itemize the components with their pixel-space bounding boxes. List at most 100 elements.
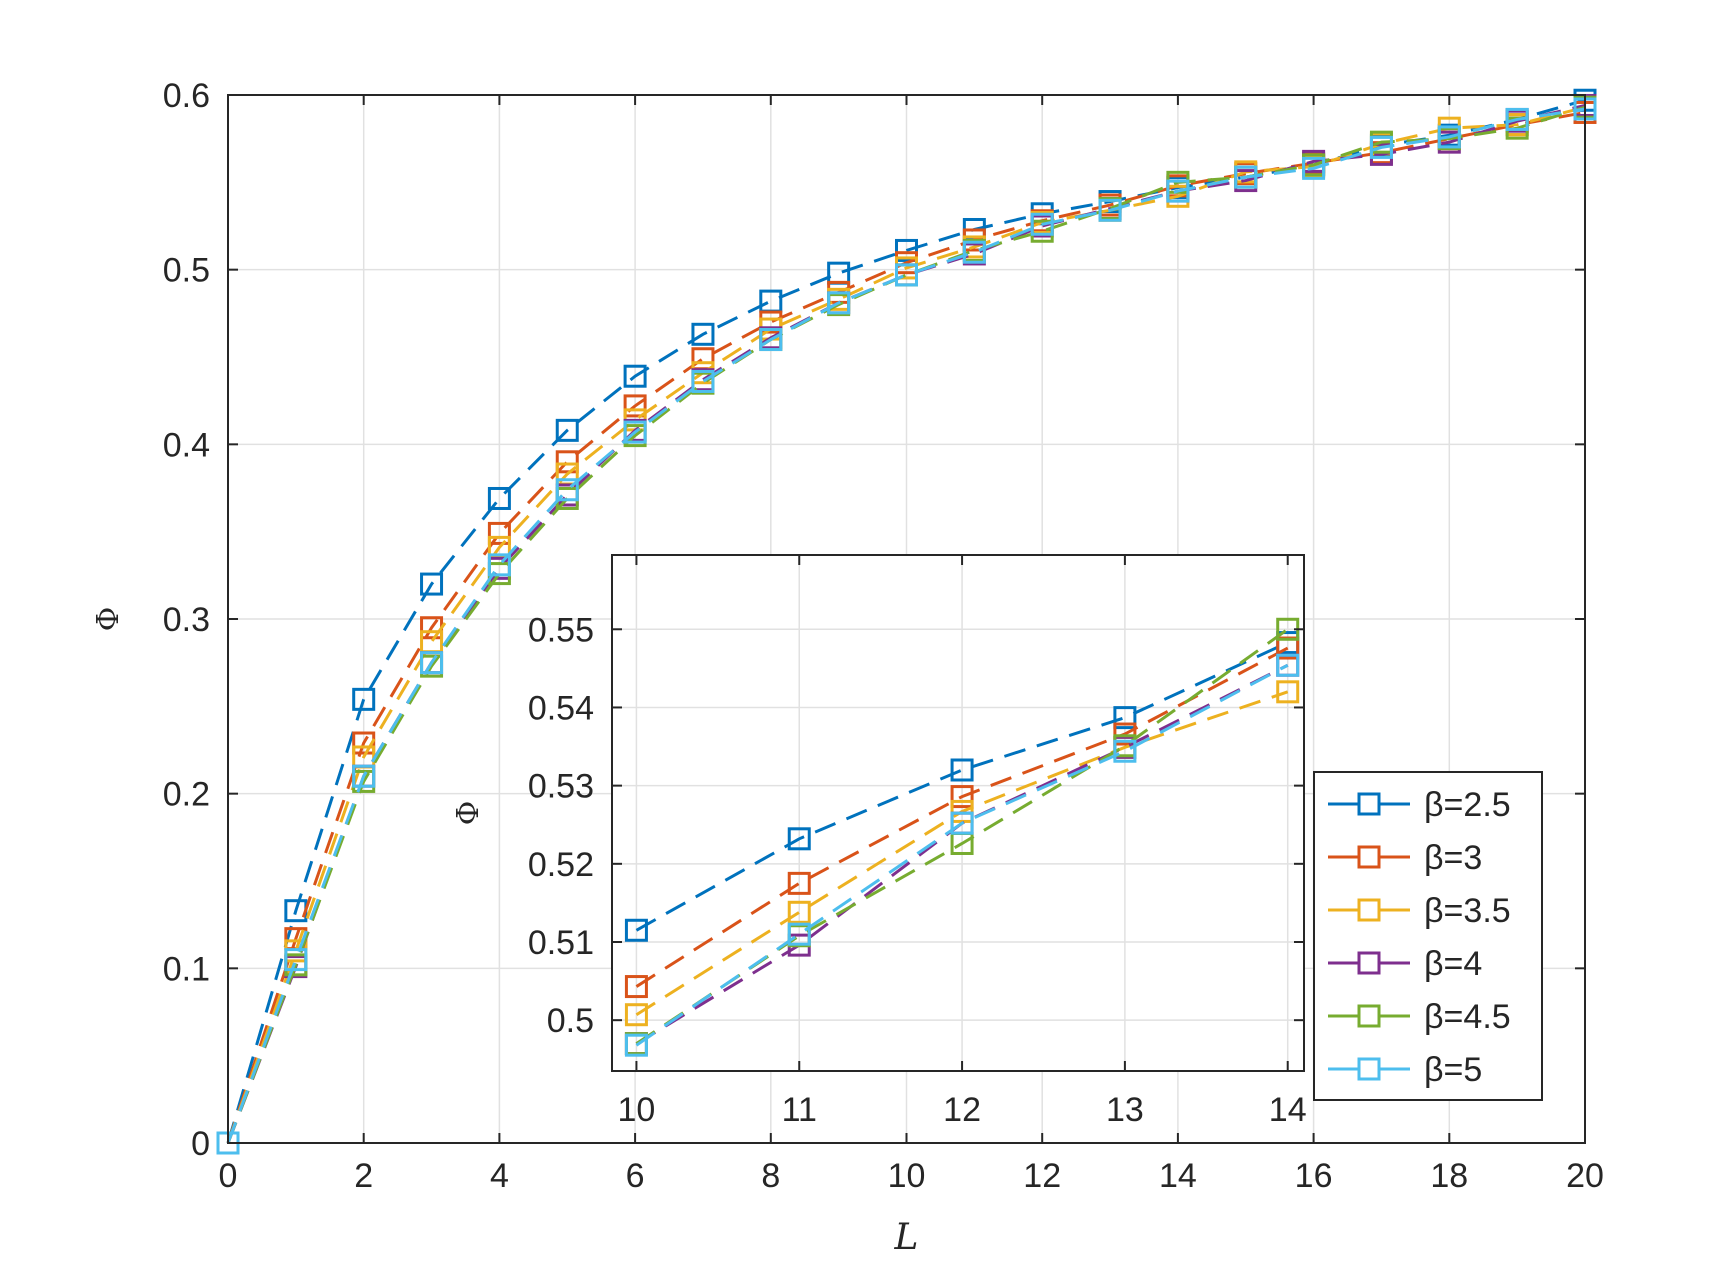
main-data-point bbox=[1302, 156, 1326, 180]
legend-swatch-marker bbox=[1357, 845, 1381, 869]
main-x-tick-label: 16 bbox=[1295, 1157, 1333, 1195]
main-data-point bbox=[895, 238, 918, 262]
inset-data-point bbox=[624, 1003, 648, 1027]
main-data-point bbox=[487, 521, 511, 545]
inset-y-axis-label: Φ bbox=[451, 801, 486, 826]
main-data-point bbox=[895, 263, 918, 287]
main-data-point bbox=[691, 369, 715, 393]
legend-entry-label: β=3.5 bbox=[1424, 892, 1511, 930]
main-data-point bbox=[352, 731, 376, 755]
main-x-tick-label: 8 bbox=[761, 1157, 780, 1195]
main-data-point bbox=[1505, 107, 1529, 131]
main-y-tick-label: 0.4 bbox=[163, 426, 210, 464]
inset-x-tick-label: 12 bbox=[943, 1091, 981, 1129]
inset-data-point bbox=[950, 785, 974, 809]
main-x-tick-label: 2 bbox=[354, 1157, 373, 1195]
main-data-point bbox=[1030, 212, 1054, 236]
main-y-tick-label: 0.5 bbox=[163, 252, 210, 290]
inset-data-point bbox=[1113, 722, 1137, 746]
inset-x-tick-label: 11 bbox=[782, 1091, 817, 1129]
inset-series-line bbox=[635, 646, 1289, 988]
main-data-point bbox=[555, 418, 579, 442]
main-x-tick-label: 10 bbox=[888, 1157, 926, 1195]
inset-y-tick-label: 0.55 bbox=[528, 611, 594, 649]
main-data-point bbox=[691, 347, 715, 371]
inset-plot-frame bbox=[611, 554, 1305, 1072]
main-x-tick-label: 12 bbox=[1023, 1157, 1061, 1195]
inset-series-line bbox=[635, 628, 1289, 1045]
main-data-point bbox=[1369, 135, 1393, 159]
main-y-tick-label: 0.3 bbox=[163, 601, 210, 639]
inset-data-point bbox=[624, 975, 648, 999]
legend-swatch-marker bbox=[1357, 951, 1381, 975]
main-data-point bbox=[623, 420, 647, 444]
main-data-point bbox=[487, 553, 511, 577]
main-x-tick-label: 0 bbox=[219, 1157, 238, 1195]
main-plot-frame bbox=[227, 94, 1586, 1144]
legend-entry-label: β=4 bbox=[1424, 945, 1482, 983]
inset-series-line bbox=[635, 641, 1289, 932]
inset-x-tick-label: 14 bbox=[1269, 1091, 1307, 1129]
main-data-point bbox=[1166, 179, 1190, 203]
main-series-line bbox=[226, 105, 1586, 1144]
main-data-point bbox=[1234, 165, 1258, 189]
inset-data-point bbox=[787, 871, 811, 895]
main-series-group bbox=[216, 88, 1597, 1155]
main-data-point bbox=[420, 630, 444, 654]
inset-series-line bbox=[635, 663, 1289, 1047]
main-series-line bbox=[226, 105, 1586, 1144]
inset-x-tick-label: 13 bbox=[1106, 1091, 1144, 1129]
main-x-tick-label: 18 bbox=[1430, 1157, 1468, 1195]
main-series-line bbox=[226, 107, 1586, 1144]
main-series-line bbox=[226, 98, 1586, 1144]
legend: β=2.5 β=3 β=3.5 β=4 β=4.5 β=5 bbox=[1313, 771, 1543, 1101]
inset-y-tick-label: 0.52 bbox=[528, 846, 594, 884]
main-data-point bbox=[352, 687, 376, 711]
legend-entry-label: β=5 bbox=[1424, 1051, 1482, 1089]
inset-series-line bbox=[635, 690, 1289, 1016]
inset-data-point bbox=[950, 799, 974, 823]
inset-data-point bbox=[1113, 706, 1137, 730]
inset-data-point bbox=[950, 811, 974, 835]
inset-y-tick-label: 0.54 bbox=[528, 689, 594, 727]
inset-y-tick-label: 0.51 bbox=[528, 924, 594, 962]
inset-data-point bbox=[787, 827, 811, 851]
legend-box bbox=[1313, 771, 1543, 1101]
main-data-point bbox=[352, 764, 376, 788]
main-x-tick-label: 4 bbox=[490, 1157, 509, 1195]
inset-axis-ticks: 10 11 12 13 14 0.5 0.51 0.52 0.53 0.54 0.55 bbox=[528, 555, 1307, 1129]
legend-swatch-marker bbox=[1357, 898, 1381, 922]
inset-data-point bbox=[1276, 680, 1300, 704]
inset-series-group bbox=[624, 617, 1300, 1057]
inset-data-point bbox=[787, 922, 811, 946]
legend-swatch-marker bbox=[1357, 1004, 1381, 1028]
main-data-point bbox=[623, 394, 647, 418]
main-data-point bbox=[1098, 198, 1122, 222]
main-data-point bbox=[420, 572, 444, 596]
main-y-tick-label: 0 bbox=[191, 1125, 210, 1163]
main-data-point bbox=[623, 364, 647, 388]
inset-x-tick-label: 10 bbox=[618, 1091, 656, 1129]
inset-data-point bbox=[787, 900, 811, 924]
inset-data-point bbox=[950, 758, 974, 782]
main-x-tick-label: 14 bbox=[1159, 1157, 1197, 1195]
main-x-axis-label: L bbox=[894, 1217, 919, 1258]
inset-y-tick-label: 0.53 bbox=[528, 768, 594, 806]
legend-entry-label: β=4.5 bbox=[1424, 998, 1511, 1036]
inset-data-point bbox=[624, 1033, 648, 1057]
main-data-point bbox=[962, 240, 986, 264]
main-data-point bbox=[691, 322, 715, 346]
main-data-point bbox=[284, 948, 308, 972]
main-y-tick-label: 0.6 bbox=[163, 77, 210, 115]
inset-y-tick-label: 0.5 bbox=[547, 1002, 594, 1040]
main-y-tick-label: 0.2 bbox=[163, 776, 210, 814]
inset-data-point bbox=[624, 918, 648, 942]
main-data-point bbox=[759, 328, 783, 352]
main-y-axis-label: Φ bbox=[91, 607, 126, 632]
main-axis-ticks: 0 2 4 6 8 10 12 14 16 18 20 0 0.1 0.2 0.3 0.4 0.5 0.6 bbox=[163, 77, 1604, 1195]
main-data-point bbox=[1437, 125, 1461, 149]
main-x-tick-label: 20 bbox=[1566, 1157, 1604, 1195]
main-y-tick-label: 0.1 bbox=[163, 950, 210, 988]
main-data-point bbox=[420, 651, 444, 675]
